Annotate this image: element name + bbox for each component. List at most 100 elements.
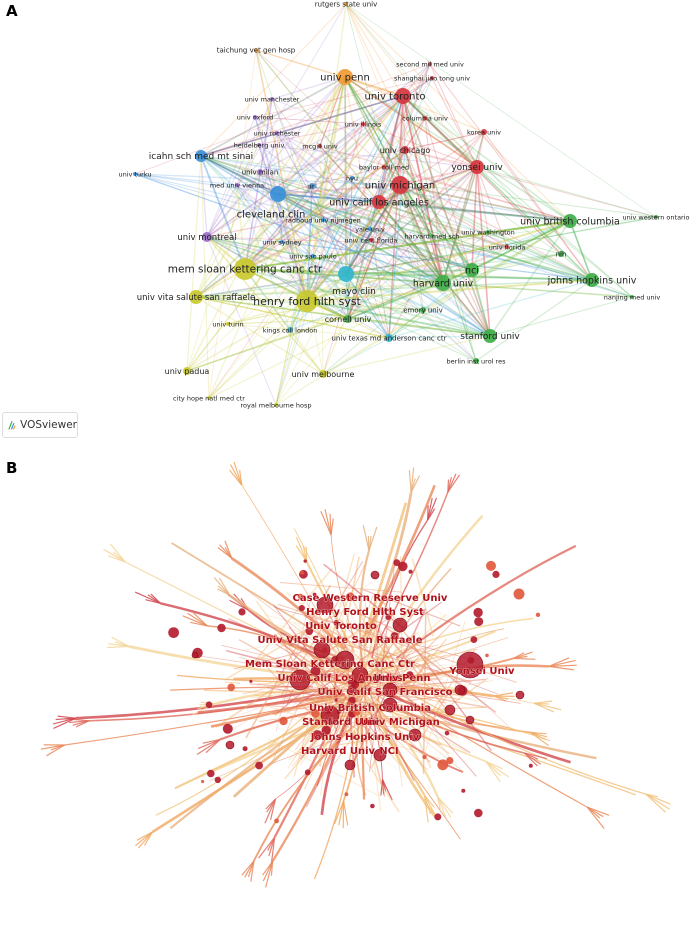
- network-b-node: [474, 809, 483, 818]
- network-b-node: [335, 699, 338, 702]
- network-a-label-ucl: ucl: [307, 182, 317, 190]
- network-a-label-yale-univ: yale univ: [355, 225, 385, 233]
- network-a-label-univ-rochester: univ rochester: [254, 129, 301, 137]
- network-b-link: [225, 682, 240, 683]
- network-b-hub-node: [345, 760, 355, 770]
- network-b-node: [409, 570, 413, 574]
- network-b-label-univ-toronto: Univ Toronto: [305, 621, 377, 632]
- network-b-branch-tip: [135, 592, 160, 603]
- network-b-label-univ-michigan: Univ Michigan: [360, 717, 440, 728]
- network-a-label-berlin-inst-urol-res: berlin inst urol res: [447, 357, 507, 365]
- network-b-node: [370, 804, 375, 809]
- network-a-label-univ-calif-los-angeles: univ calif los angeles: [329, 197, 429, 208]
- network-b-node: [446, 757, 453, 764]
- network-a-label-univ-milan: univ milan: [242, 168, 279, 176]
- network-a-node-mayo-clin: [338, 266, 354, 282]
- network-a-label-rutgers-state-univ: rutgers state univ: [315, 0, 377, 8]
- network-a-label-stanford-univ: stanford univ: [460, 332, 520, 342]
- network-a-label-univ-chicago: univ chicago: [380, 146, 431, 155]
- network-a-label-radboud-univ-nijmegen: radboud univ nijmegen: [285, 216, 360, 224]
- network-b-node: [279, 717, 287, 725]
- network-b-node: [485, 654, 489, 658]
- panel-b: Case Western Reserve Univ Henry Ford Hlth…: [0, 455, 691, 930]
- network-b-hub-node: [371, 571, 379, 579]
- network-a-label-mem-sloan-kettering-canc-ctr: mem sloan kettering canc ctr: [168, 264, 323, 276]
- network-b-branch-tip: [646, 794, 671, 804]
- network-a-label-henry-ford-hlth-syst: henry ford hlth syst: [253, 295, 361, 308]
- network-a-label-univ-sydney: univ sydney: [262, 238, 301, 246]
- network-b-hub-node: [192, 652, 198, 658]
- network-a-link: [476, 280, 592, 361]
- network-a-label-royal-melbourne-hosp: royal melbourne hosp: [241, 401, 312, 409]
- network-a-label-emory-univ: emory univ: [403, 306, 443, 314]
- network-a-label-harvard-med-sch: harvard med sch: [405, 232, 460, 240]
- network-a-label-univ-florida: univ florida: [489, 243, 526, 251]
- network-b-label-univ-british-columbia: Univ British Columbia: [309, 703, 431, 714]
- network-a-label-harvard-univ: harvard univ: [413, 278, 474, 289]
- network-a-label-univ-oxford: univ oxford: [237, 113, 274, 121]
- network-b-node: [422, 755, 426, 759]
- network-a-label-univ-turin: univ turin: [212, 320, 243, 328]
- network-a-label-nanjing-med-univ: nanjing med univ: [604, 293, 661, 301]
- network-b-node: [206, 701, 213, 708]
- network-b-branch-tip: [306, 547, 307, 562]
- network-a-label-univ-british-columbia: univ british columbia: [520, 216, 620, 227]
- network-b-node: [249, 680, 252, 683]
- network-b-node: [486, 561, 496, 571]
- network-a-label-univ-toronto: univ toronto: [365, 92, 426, 103]
- network-b-node: [345, 792, 349, 796]
- network-a-label-mcgill-univ: mcgill univ: [302, 142, 338, 150]
- network-b-branch-tip: [646, 794, 666, 812]
- vosviewer-logo: VOSviewer: [2, 412, 78, 438]
- network-a-label-city-hope-natl-med-ctr: city hope natl med ctr: [173, 394, 245, 402]
- network-a-label-univ-montreal: univ montreal: [177, 233, 236, 243]
- network-b-node: [223, 724, 233, 734]
- network-b-node: [398, 562, 408, 572]
- network-b-hub-node: [393, 618, 407, 632]
- vosviewer-logo-icon: [7, 416, 17, 434]
- network-b-node: [529, 764, 533, 768]
- network-a-label-univ-texas-md-anderson-canc-ctr: univ texas md anderson canc ctr: [332, 334, 447, 342]
- network-a-label-shanghai-jiao-tong-univ: shanghai jiao tong univ: [394, 74, 470, 82]
- network-b-node: [217, 624, 225, 632]
- network-b-hub-node: [226, 741, 234, 749]
- network-b-label-johns-hopkins-univ: Johns Hopkins Univ: [310, 732, 420, 743]
- network-a-label-univ-turku: univ turku: [119, 170, 152, 178]
- network-a-label-nci: nci: [465, 265, 479, 276]
- network-b-branch-tip: [183, 616, 208, 626]
- network-a-label-cornell-univ: cornell univ: [325, 315, 372, 324]
- network-b-branch-tip: [486, 761, 509, 777]
- network-b-node: [299, 605, 305, 611]
- network-b-node: [238, 608, 245, 615]
- network-a-label-nih: nih: [556, 250, 567, 258]
- network-b-node: [474, 617, 483, 626]
- network-b-branch-tip: [438, 797, 453, 814]
- network-b-label-univ-vita-salute-san-raffaele: Univ Vita Salute San Raffaele: [257, 635, 422, 646]
- network-b-node: [201, 780, 204, 783]
- network-b-label-harvard-univ: Harvard Univ: [301, 746, 376, 757]
- network-b-label-yonsei-univ: Yonsei Univ: [448, 666, 515, 677]
- network-b-hub-node: [466, 716, 474, 724]
- network-b-branch-tip: [549, 666, 574, 670]
- network-b-node: [514, 589, 525, 600]
- network-a-label-baylor-coll-med: baylor coll med: [359, 163, 409, 171]
- network-a-label-univ-padua: univ padua: [165, 367, 210, 376]
- network-b-node: [492, 571, 499, 578]
- network-b-label-henry-ford-hlth-syst: Henry Ford Hlth Syst: [306, 607, 424, 618]
- network-b-label-case-western-reserve-univ: Case Western Reserve Univ: [293, 593, 448, 604]
- network-a-label-nyu: nyu: [346, 174, 358, 182]
- network-a-node-cleveland-clin: [270, 186, 286, 202]
- network-b-node: [305, 769, 311, 775]
- network-b-label-univ-penn: Univ Penn: [373, 673, 430, 684]
- panel-letter-a: A: [6, 2, 18, 20]
- network-b-node: [473, 608, 482, 617]
- panel-letter-b: B: [6, 459, 17, 477]
- network-b-node: [445, 731, 450, 736]
- network-a-label-med-univ-vienna: med univ vienna: [210, 181, 264, 189]
- network-a-label-columbia-univ: columbia univ: [402, 114, 448, 122]
- network-a-label-univ-western-ontario: univ western ontario: [622, 213, 689, 221]
- network-a-label-univ-michigan: univ michigan: [365, 181, 436, 192]
- network-b-node: [434, 813, 441, 820]
